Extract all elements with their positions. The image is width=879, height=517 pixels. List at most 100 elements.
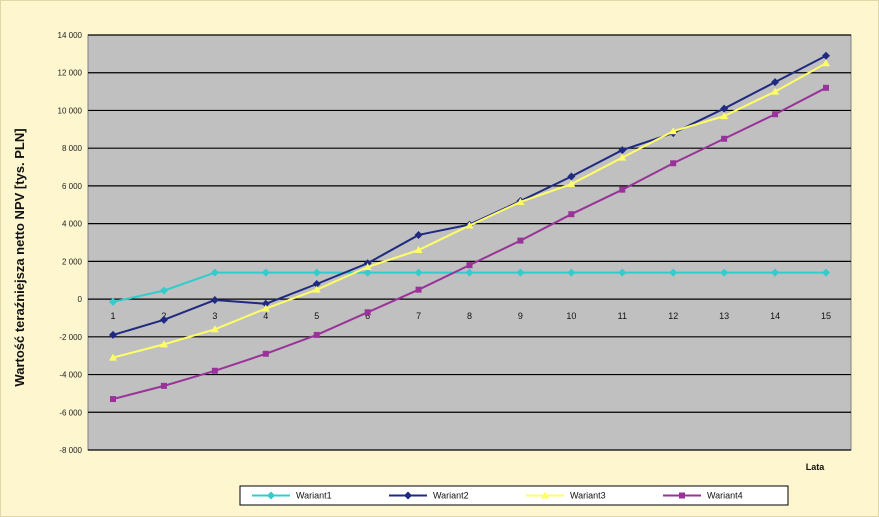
x-tick-label: 6 xyxy=(365,311,370,321)
series-wariant3 xyxy=(109,59,830,361)
y-tick-label: 0 xyxy=(78,295,83,304)
data-point xyxy=(364,309,371,316)
data-point xyxy=(822,268,830,277)
data-point xyxy=(567,268,576,277)
data-point xyxy=(720,104,729,113)
data-point xyxy=(262,350,269,357)
data-point xyxy=(516,197,525,205)
data-point xyxy=(110,396,116,403)
x-tick-label: 13 xyxy=(719,311,729,321)
x-tick-label: 15 xyxy=(821,311,831,321)
data-point xyxy=(465,221,474,229)
x-tick-label: 3 xyxy=(212,311,217,321)
series-lines xyxy=(109,51,830,403)
y-tick-label: 12 000 xyxy=(58,69,83,78)
legend: Wariant1 Wariant2 Wariant3 Wariant4 xyxy=(239,485,789,506)
data-point xyxy=(670,160,677,167)
y-tick-label: 6 000 xyxy=(62,182,83,191)
data-point xyxy=(312,280,321,288)
data-point xyxy=(517,237,524,244)
legend-item: Wariant1 xyxy=(252,491,332,501)
data-point xyxy=(261,304,270,312)
data-point xyxy=(822,51,830,60)
x-tick-label: 7 xyxy=(416,311,421,321)
x-tick-label: 8 xyxy=(467,311,472,321)
x-tick-label: 10 xyxy=(566,311,576,321)
data-point xyxy=(414,246,423,254)
legend-item: Wariant3 xyxy=(526,491,606,501)
x-tick-label: 9 xyxy=(518,311,523,321)
data-point xyxy=(721,135,728,142)
data-point xyxy=(312,268,321,277)
y-tick-label: 2 000 xyxy=(62,257,83,266)
data-point xyxy=(771,87,780,95)
x-tick-label: 11 xyxy=(618,311,627,321)
series-wariant1 xyxy=(109,268,830,306)
y-axis-label: Wartość teraźniejsza netto NPV [tys. PLN… xyxy=(12,128,27,386)
y-axis-ticks: 14 000 12 000 10 000 8 000 6 000 4 000 2 000 0 -… xyxy=(58,31,83,455)
legend-label: Wariant3 xyxy=(570,491,606,501)
data-point xyxy=(771,268,780,277)
legend-marker xyxy=(267,491,275,500)
x-tick-label: 4 xyxy=(263,311,268,321)
data-point xyxy=(720,268,729,277)
y-tick-label: 4 000 xyxy=(62,220,83,229)
x-tick-label: 14 xyxy=(770,311,780,321)
y-tick-label: -8 000 xyxy=(59,446,82,455)
data-point xyxy=(261,299,270,308)
data-point xyxy=(210,296,219,305)
y-tick-label: -6 000 xyxy=(59,408,82,417)
data-point xyxy=(516,268,525,277)
series-wariant4 xyxy=(110,84,829,403)
data-point xyxy=(159,315,168,324)
data-point xyxy=(568,211,575,218)
data-point xyxy=(619,186,626,193)
data-point xyxy=(210,268,219,277)
plot-area xyxy=(87,34,852,451)
data-point xyxy=(618,153,627,161)
data-point xyxy=(771,78,780,87)
legend-box xyxy=(239,485,789,506)
data-point xyxy=(415,286,422,293)
legend-item: Wariant2 xyxy=(389,491,469,501)
data-point xyxy=(313,331,320,338)
x-tick-label: 12 xyxy=(668,311,678,321)
data-point xyxy=(414,268,423,277)
data-point xyxy=(211,367,218,374)
legend-label: Wariant4 xyxy=(707,491,743,501)
data-point xyxy=(567,180,576,188)
data-point xyxy=(720,112,729,120)
legend-marker xyxy=(404,491,412,500)
x-axis-label: Lata xyxy=(806,462,826,472)
legend-label: Wariant2 xyxy=(433,491,469,501)
data-point xyxy=(261,268,270,277)
legend-label: Wariant1 xyxy=(296,491,332,501)
x-tick-label: 5 xyxy=(314,311,319,321)
y-tick-label: 8 000 xyxy=(62,144,83,153)
y-tick-label: 14 000 xyxy=(58,31,83,40)
data-point xyxy=(210,325,219,333)
data-point xyxy=(822,59,830,67)
data-point xyxy=(465,268,474,277)
data-point xyxy=(109,330,117,339)
data-point xyxy=(466,262,473,269)
gridlines xyxy=(88,34,851,451)
data-point xyxy=(159,286,168,295)
data-point xyxy=(669,268,678,277)
data-point xyxy=(363,263,372,271)
data-point xyxy=(160,382,167,389)
data-point xyxy=(109,297,117,306)
data-point xyxy=(618,268,627,277)
y-tick-label: 10 000 xyxy=(58,106,83,115)
legend-marker xyxy=(679,492,685,499)
x-axis-ticks: 123456789101112131415 xyxy=(110,311,831,321)
legend-item: Wariant4 xyxy=(663,491,743,501)
y-tick-label: -4 000 xyxy=(59,371,82,380)
data-point xyxy=(669,127,678,135)
data-point xyxy=(823,84,829,91)
data-point xyxy=(414,230,423,239)
data-point xyxy=(567,172,576,181)
x-tick-label: 1 xyxy=(110,311,115,321)
